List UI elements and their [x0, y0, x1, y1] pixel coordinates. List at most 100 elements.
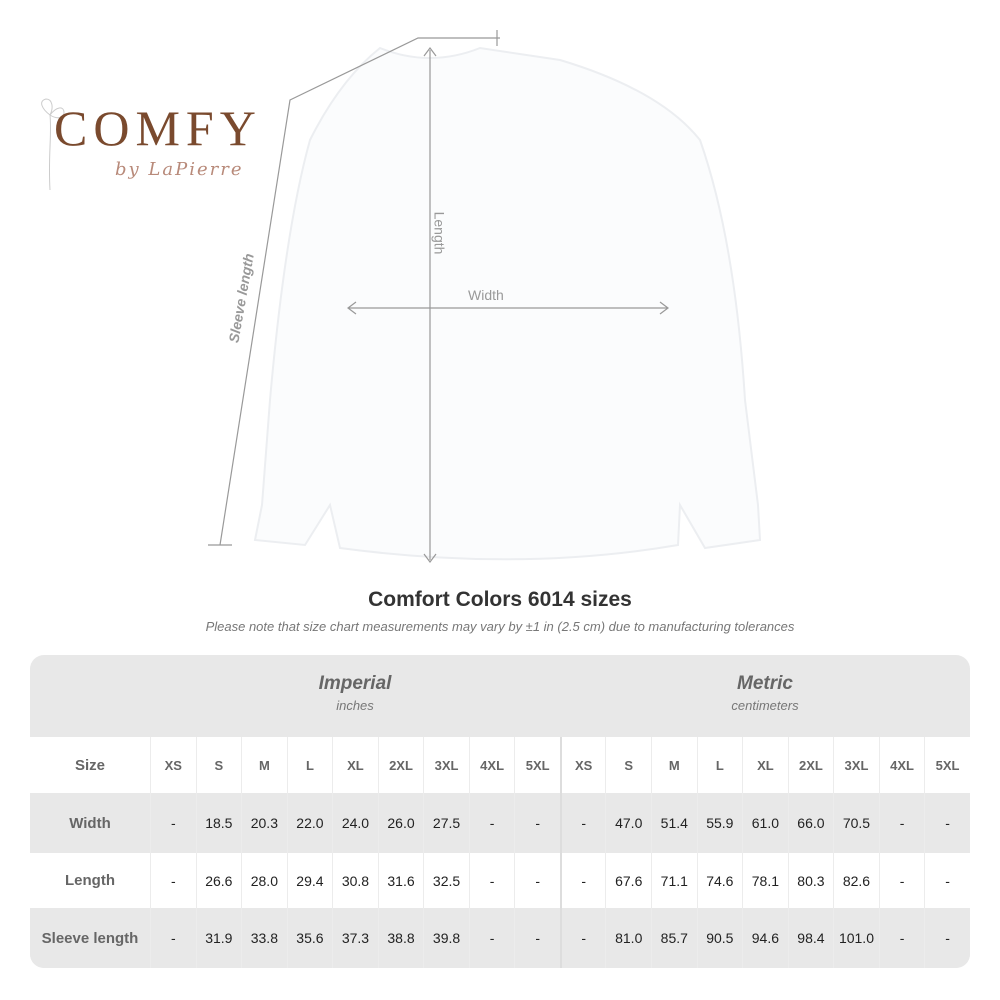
table-row: Length -26.6 28.0 29.4 30.8 31.6 32.5- - -67.6 71…: [30, 853, 970, 908]
size-header-cell: 2XL: [787, 737, 834, 793]
width-label: Width: [468, 287, 504, 303]
sleeve-measure-line: [208, 30, 500, 546]
size-header-cell: XS: [150, 737, 196, 793]
table-cell: 22.0: [286, 793, 333, 853]
size-header-row: Size XS S M L XL 2XL 3XL 4XL 5XL XS S M L XL 2XL 3XL 4XL 5…: [30, 737, 970, 793]
table-cell: 82.6: [833, 853, 879, 908]
table-cell: 26.6: [195, 853, 242, 908]
table-cell: 29.4: [286, 853, 333, 908]
table-cell: 24.0: [332, 793, 378, 853]
table-cell: 39.8: [423, 908, 469, 968]
table-cell: 61.0: [742, 793, 788, 853]
table-cell: 98.4: [787, 908, 834, 968]
metric-heading: Metric: [737, 673, 793, 694]
metric-unit: centimeters: [731, 698, 799, 713]
size-table: Imperial inches Metric centimeters Size X…: [30, 655, 970, 968]
tolerance-note: Please note that size chart measurements…: [205, 619, 795, 634]
imperial-header: Imperial inches: [150, 655, 560, 737]
logo-brand: COMFY: [54, 100, 262, 156]
table-cell: -: [514, 793, 560, 853]
table-cell: -: [468, 853, 515, 908]
table-cell: 37.3: [332, 908, 378, 968]
imperial-heading: Imperial: [318, 673, 392, 694]
table-cell: -: [559, 853, 606, 908]
size-header-cell: M: [241, 737, 287, 793]
table-cell: -: [514, 853, 560, 908]
table-cell: 31.6: [377, 853, 424, 908]
table-cell: -: [150, 908, 196, 968]
table-cell: -: [150, 793, 196, 853]
table-cell: 70.5: [833, 793, 879, 853]
table-cell: -: [559, 908, 606, 968]
table-cell: 20.3: [241, 793, 287, 853]
size-header-cell: 5XL: [924, 737, 970, 793]
brand-logo: COMFY by LaPierre: [30, 95, 270, 195]
size-header-cell: 3XL: [833, 737, 879, 793]
flower-icon: [41, 98, 65, 191]
size-header-cell: XL: [332, 737, 378, 793]
size-header-cell: 2XL: [377, 737, 424, 793]
table-cell: -: [559, 793, 606, 853]
table-cell: -: [878, 908, 925, 968]
chart-title: Comfort Colors 6014 sizes: [368, 588, 632, 611]
shirt-body: [253, 46, 762, 561]
table-cell: 94.6: [742, 908, 788, 968]
table-cell: 31.9: [195, 908, 242, 968]
size-header-cell: S: [605, 737, 651, 793]
table-cell: 85.7: [651, 908, 697, 968]
size-header-cell: L: [696, 737, 743, 793]
table-cell: 51.4: [651, 793, 697, 853]
table-cell: -: [514, 908, 560, 968]
table-cell: 80.3: [787, 853, 834, 908]
table-cell: 71.1: [651, 853, 697, 908]
table-cell: -: [150, 853, 196, 908]
table-cell: -: [924, 853, 970, 908]
table-cell: 78.1: [742, 853, 788, 908]
table-cell: 27.5: [423, 793, 469, 853]
size-header-cell: 4XL: [468, 737, 515, 793]
size-header-cell: XS: [559, 737, 606, 793]
table-cell: 28.0: [241, 853, 287, 908]
size-header-cell: 3XL: [423, 737, 469, 793]
table-cell: -: [924, 908, 970, 968]
table-cell: 38.8: [377, 908, 424, 968]
table-cell: 30.8: [332, 853, 378, 908]
shirt-diagram: [208, 30, 762, 563]
table-cell: 101.0: [833, 908, 879, 968]
size-header-cell: 4XL: [878, 737, 925, 793]
table-cell: 26.0: [377, 793, 424, 853]
table-cell: 90.5: [696, 908, 743, 968]
table-row: Width -18.5 20.3 22.0 24.0 26.0 27.5- - -47.0 51.…: [30, 793, 970, 853]
width-measure-line: [347, 301, 669, 315]
length-measure-line: [423, 47, 437, 563]
table-cell: 33.8: [241, 908, 287, 968]
table-cell: 66.0: [787, 793, 834, 853]
table-cell: 67.6: [605, 853, 651, 908]
row-label: Size: [74, 756, 105, 774]
table-cell: 81.0: [605, 908, 651, 968]
table-cell: 55.9: [696, 793, 743, 853]
table-cell: 74.6: [696, 853, 743, 908]
table-cell: 47.0: [605, 793, 651, 853]
metric-header: Metric centimeters: [560, 655, 970, 737]
size-header-cell: 5XL: [514, 737, 560, 793]
table-cell: 32.5: [423, 853, 469, 908]
table-cell: 18.5: [195, 793, 242, 853]
table-row: Sleeve length -31.9 33.8 35.6 37.3 38.8 39.8- -…: [30, 908, 970, 968]
table-cell: -: [468, 793, 515, 853]
row-label: Width: [69, 814, 111, 832]
row-label: Length: [65, 872, 115, 889]
row-label: Sleeve length: [41, 929, 139, 947]
imperial-unit: inches: [336, 698, 374, 713]
table-cell: -: [468, 908, 515, 968]
table-cell: -: [924, 793, 970, 853]
table-cell: -: [878, 853, 925, 908]
size-header-cell: XL: [742, 737, 788, 793]
table-cell: -: [878, 793, 925, 853]
size-header-cell: S: [195, 737, 242, 793]
size-header-cell: L: [286, 737, 333, 793]
table-cell: 35.6: [286, 908, 333, 968]
logo-tagline: by LaPierre: [115, 159, 244, 180]
length-label: Length: [431, 211, 448, 255]
size-header-cell: M: [651, 737, 697, 793]
